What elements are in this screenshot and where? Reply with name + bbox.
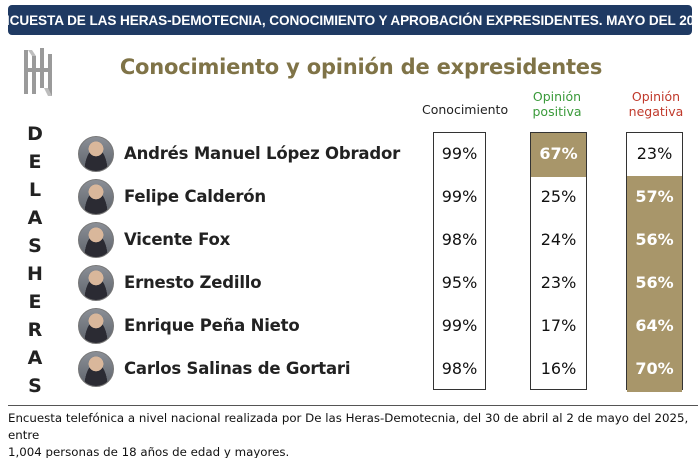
president-name: Carlos Salinas de Gortari — [124, 358, 351, 378]
vertical-letter: E — [28, 291, 42, 313]
vertical-letter: H — [27, 263, 43, 285]
column-header-line: Opinión — [631, 89, 681, 104]
vertical-letter: S — [28, 375, 42, 397]
value-positiva: 67% — [539, 143, 578, 163]
value-conocimiento: 98% — [441, 229, 478, 249]
footnote-line-2: 1,004 personas de 18 años de edad y mayo… — [8, 445, 290, 458]
value-conocimiento: 99% — [441, 186, 478, 206]
president-name: Vicente Fox — [124, 229, 231, 249]
column-header-line: Opinión — [532, 89, 582, 104]
vertical-letter: S — [28, 235, 42, 257]
de-las-heras-logo-icon — [24, 48, 52, 96]
president-name: Felipe Calderón — [124, 186, 266, 206]
value-conocimiento: 99% — [441, 143, 478, 163]
value-negativa: 56% — [635, 229, 674, 249]
value-conocimiento: 95% — [441, 272, 478, 292]
portrait-photo-icon — [78, 135, 114, 172]
vertical-letter: A — [27, 207, 43, 229]
portrait-photo-icon — [78, 350, 114, 387]
vertical-letter: E — [28, 151, 42, 173]
methodology-footnote: Encuesta telefónica a nivel nacional rea… — [8, 405, 698, 458]
value-positiva: 16% — [540, 358, 577, 378]
president-name: Enrique Peña Nieto — [124, 315, 300, 335]
portrait-photo-icon — [78, 264, 114, 301]
highlight-cell-negativa — [627, 262, 682, 306]
portrait-photo-icon — [78, 178, 114, 215]
value-negativa: 56% — [635, 272, 674, 292]
highlight-cell-negativa — [627, 219, 682, 263]
value-positiva: 17% — [540, 315, 577, 335]
survey-banner: ENCUESTA DE LAS HERAS-DEMOTECNIA, CONOCI… — [0, 5, 700, 35]
vertical-letter: R — [27, 319, 43, 341]
footnote-line-1: Encuesta telefónica a nivel nacional rea… — [8, 411, 689, 442]
vertical-letter: A — [27, 347, 43, 369]
chart-title: Conocimiento y opinión de expresidentes — [119, 55, 603, 79]
vertical-letter: L — [28, 179, 42, 201]
column-header-opinion-negativa: Opinión negativa — [624, 89, 688, 119]
value-positiva: 23% — [540, 272, 577, 292]
value-conocimiento: 98% — [441, 358, 478, 378]
portrait-photo-icon — [78, 221, 114, 258]
column-header-line: Conocimiento — [422, 102, 509, 117]
column-header-opinion-positiva: Opinión positiva — [526, 89, 588, 119]
value-negativa: 64% — [635, 315, 674, 335]
value-negativa: 70% — [635, 358, 674, 378]
column-box-opinion-negativa — [626, 132, 683, 392]
column-header-line: negativa — [628, 104, 684, 119]
president-name: Andrés Manuel López Obrador — [124, 143, 401, 163]
column-header-conocimiento: Conocimiento — [422, 102, 509, 117]
column-header-line: positiva — [532, 104, 582, 119]
portrait-photo-icon — [78, 307, 114, 344]
value-negativa: 57% — [635, 186, 674, 206]
highlight-cell-negativa — [627, 305, 682, 349]
highlight-cell-negativa — [627, 176, 682, 220]
value-positiva: 25% — [540, 186, 577, 206]
vertical-letter: D — [27, 123, 43, 145]
value-conocimiento: 99% — [441, 315, 478, 335]
highlight-cell-positiva — [531, 133, 586, 177]
president-name: Ernesto Zedillo — [124, 272, 262, 292]
column-box-opinion-positiva — [530, 132, 587, 390]
highlight-cell-negativa — [627, 348, 682, 392]
column-box-conocimiento — [433, 132, 486, 390]
value-positiva: 24% — [540, 229, 577, 249]
value-negativa: 23% — [636, 143, 673, 163]
